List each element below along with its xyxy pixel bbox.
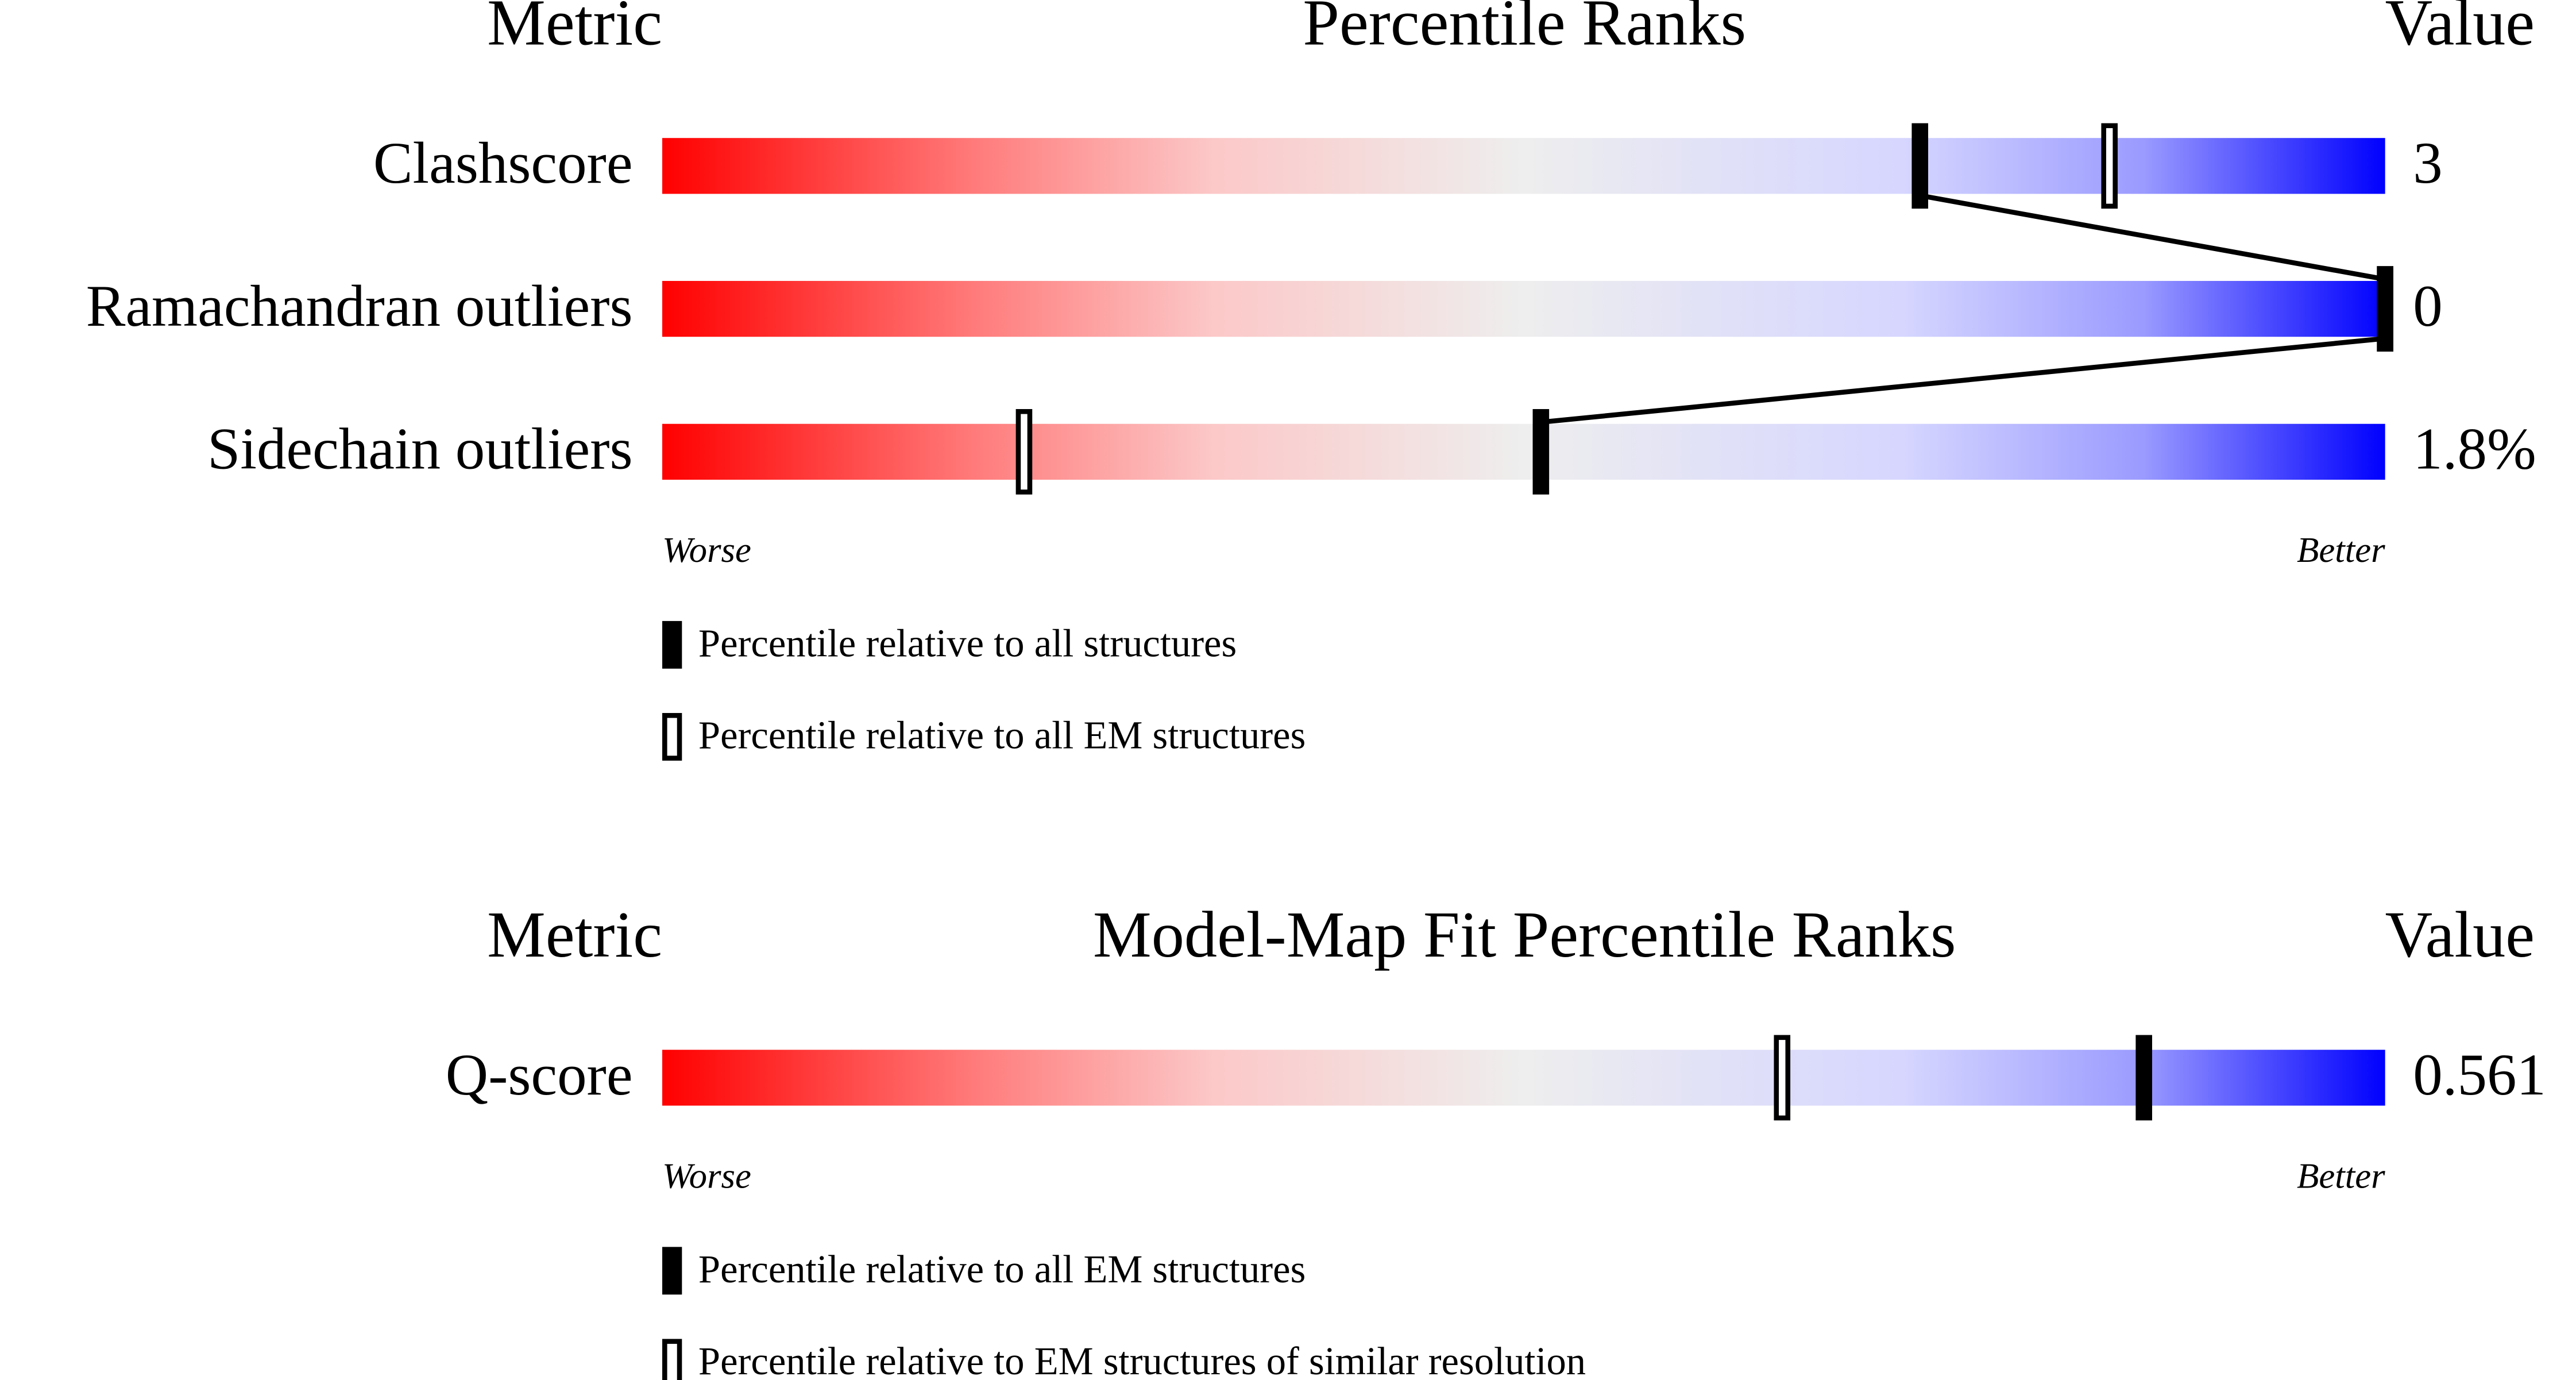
- metric-value: 3: [2413, 130, 2442, 196]
- high-label: Better: [2297, 530, 2385, 570]
- connector-line: [1919, 193, 2386, 282]
- metric-label: Ramachandran outliers: [86, 273, 633, 339]
- connector-line: [1540, 336, 2386, 425]
- marker-filled: [2377, 266, 2393, 352]
- marker-filled: [1532, 409, 1550, 495]
- legend-label: Percentile relative to all EM structures: [698, 1247, 1306, 1291]
- legend-icon-hollow: [662, 1339, 682, 1380]
- marker-hollow: [2101, 123, 2118, 209]
- legend-label: Percentile relative to all structures: [698, 621, 1237, 665]
- marker-filled: [2135, 1035, 2153, 1121]
- low-label: Worse: [662, 1156, 751, 1196]
- percentile-bar: [662, 1050, 2385, 1106]
- panel-title: Model-Map Fit Percentile Ranks: [1093, 898, 1956, 971]
- metric-header: Metric: [487, 0, 662, 59]
- metric-value: 1.8%: [2413, 417, 2536, 482]
- legend-label: Percentile relative to EM structures of …: [698, 1339, 1586, 1380]
- value-header: Value: [2385, 898, 2535, 971]
- low-label: Worse: [662, 530, 751, 570]
- percentile-bar: [662, 423, 2385, 480]
- marker-filled: [1911, 123, 1929, 209]
- panel-title: Percentile Ranks: [1303, 0, 1746, 59]
- value-header: Value: [2385, 0, 2535, 59]
- marker-hollow: [1015, 409, 1033, 495]
- metric-label: Sidechain outliers: [207, 417, 632, 482]
- metric-value: 0: [2413, 273, 2442, 339]
- metric-label: Clashscore: [373, 130, 633, 196]
- marker-hollow: [1774, 1035, 1791, 1121]
- metric-header: Metric: [487, 898, 662, 971]
- legend-icon-hollow: [662, 713, 682, 761]
- percentile-bar: [662, 280, 2385, 337]
- percentile-bar: [662, 138, 2385, 194]
- high-label: Better: [2297, 1156, 2385, 1196]
- metric-value: 0.561: [2413, 1042, 2546, 1108]
- legend-icon-filled: [662, 620, 682, 669]
- legend-label: Percentile relative to all EM structures: [698, 714, 1306, 757]
- legend-icon-filled: [662, 1247, 682, 1295]
- metric-label: Q-score: [446, 1042, 633, 1108]
